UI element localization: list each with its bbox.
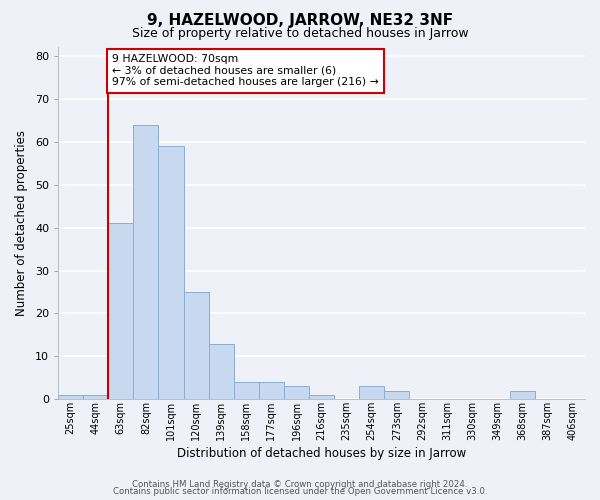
Text: 9, HAZELWOOD, JARROW, NE32 3NF: 9, HAZELWOOD, JARROW, NE32 3NF <box>147 12 453 28</box>
Bar <box>234 382 259 400</box>
Bar <box>158 146 184 400</box>
Bar <box>58 395 83 400</box>
Bar <box>510 390 535 400</box>
Text: Contains HM Land Registry data © Crown copyright and database right 2024.: Contains HM Land Registry data © Crown c… <box>132 480 468 489</box>
Y-axis label: Number of detached properties: Number of detached properties <box>15 130 28 316</box>
Text: Contains public sector information licensed under the Open Government Licence v3: Contains public sector information licen… <box>113 488 487 496</box>
Bar <box>309 395 334 400</box>
Bar <box>209 344 234 400</box>
X-axis label: Distribution of detached houses by size in Jarrow: Distribution of detached houses by size … <box>177 447 466 460</box>
Bar <box>384 390 409 400</box>
Text: Size of property relative to detached houses in Jarrow: Size of property relative to detached ho… <box>131 28 469 40</box>
Bar <box>184 292 209 400</box>
Text: 9 HAZELWOOD: 70sqm
← 3% of detached houses are smaller (6)
97% of semi-detached : 9 HAZELWOOD: 70sqm ← 3% of detached hous… <box>112 54 379 87</box>
Bar <box>359 386 384 400</box>
Bar <box>133 124 158 400</box>
Bar <box>108 224 133 400</box>
Bar <box>284 386 309 400</box>
Bar <box>259 382 284 400</box>
Bar <box>83 395 108 400</box>
